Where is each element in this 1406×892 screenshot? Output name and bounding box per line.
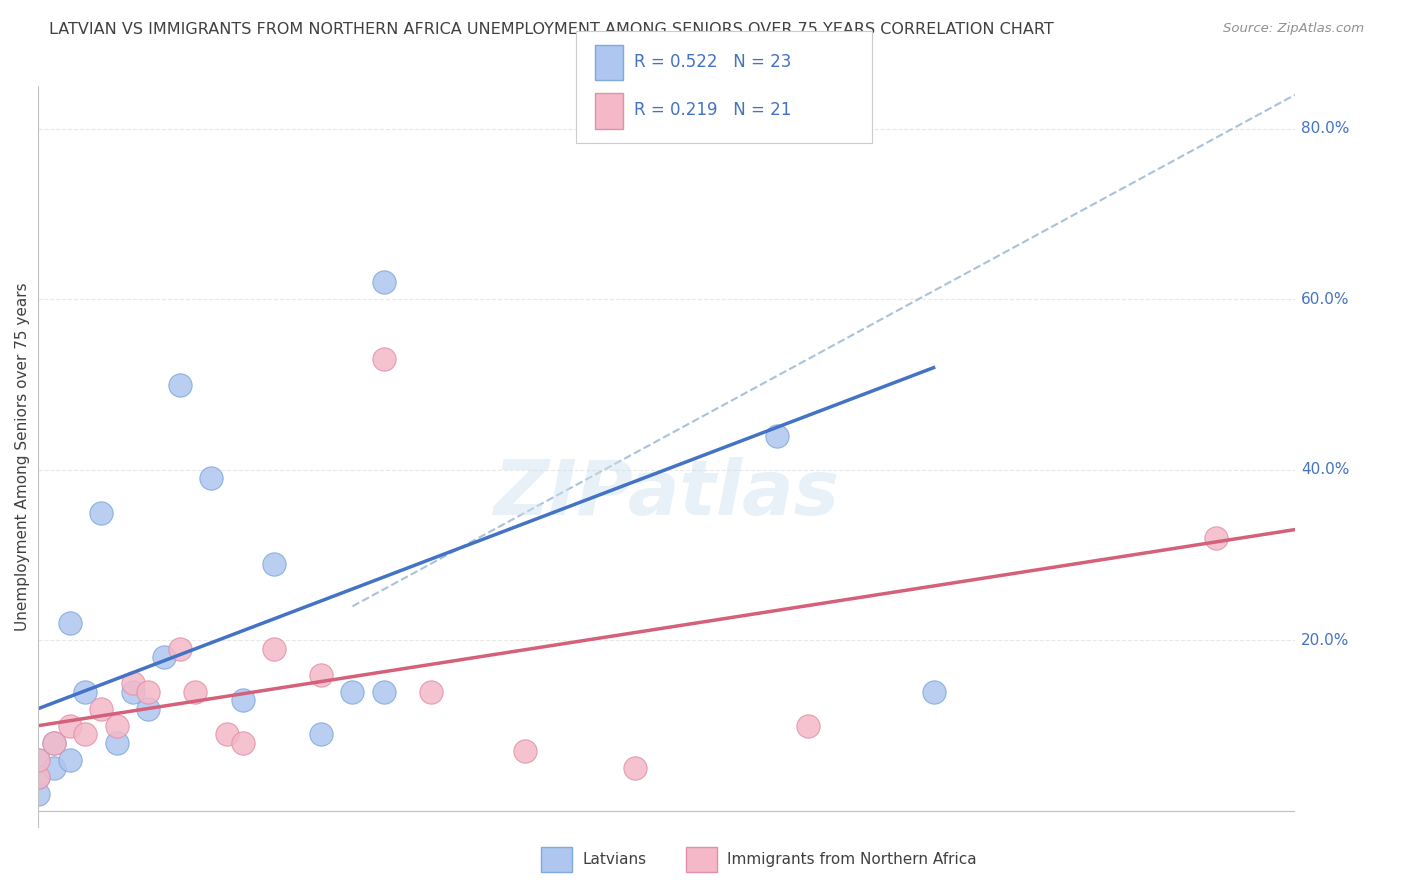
Point xyxy=(153,650,176,665)
Point xyxy=(121,676,143,690)
Y-axis label: Unemployment Among Seniors over 75 years: Unemployment Among Seniors over 75 years xyxy=(15,283,30,632)
Text: 60.0%: 60.0% xyxy=(1301,292,1350,307)
Point xyxy=(75,727,97,741)
Point xyxy=(309,727,332,741)
Point xyxy=(27,770,49,784)
Point xyxy=(624,761,647,775)
Point xyxy=(136,701,159,715)
Point xyxy=(1205,531,1227,545)
Text: R = 0.219   N = 21: R = 0.219 N = 21 xyxy=(634,101,792,119)
Text: R = 0.522   N = 23: R = 0.522 N = 23 xyxy=(634,53,792,70)
Text: 40.0%: 40.0% xyxy=(1301,462,1350,477)
Point xyxy=(309,667,332,681)
Point xyxy=(263,557,285,571)
Text: LATVIAN VS IMMIGRANTS FROM NORTHERN AFRICA UNEMPLOYMENT AMONG SENIORS OVER 75 YE: LATVIAN VS IMMIGRANTS FROM NORTHERN AFRI… xyxy=(49,22,1054,37)
Point xyxy=(121,684,143,698)
Point xyxy=(215,727,238,741)
Point xyxy=(59,719,82,733)
Point xyxy=(136,684,159,698)
Point xyxy=(75,684,97,698)
Point xyxy=(169,377,191,392)
Text: 80.0%: 80.0% xyxy=(1301,121,1350,136)
Point xyxy=(184,684,207,698)
Point xyxy=(59,753,82,767)
Point xyxy=(373,276,395,290)
Point xyxy=(42,761,65,775)
Point xyxy=(27,770,49,784)
Point xyxy=(797,719,820,733)
Point xyxy=(342,684,364,698)
Point xyxy=(90,506,112,520)
Point xyxy=(373,684,395,698)
Point xyxy=(515,744,537,758)
Point xyxy=(42,736,65,750)
Point xyxy=(420,684,443,698)
Text: 20.0%: 20.0% xyxy=(1301,633,1350,648)
Point xyxy=(105,719,128,733)
Point xyxy=(765,429,787,443)
Point xyxy=(105,736,128,750)
Point xyxy=(263,642,285,657)
Point xyxy=(59,616,82,631)
Point xyxy=(922,684,945,698)
Text: Source: ZipAtlas.com: Source: ZipAtlas.com xyxy=(1223,22,1364,36)
Point xyxy=(27,753,49,767)
Point xyxy=(200,471,222,485)
Point xyxy=(169,642,191,657)
Point xyxy=(42,736,65,750)
Point xyxy=(27,787,49,801)
Point xyxy=(231,693,253,707)
Text: Immigrants from Northern Africa: Immigrants from Northern Africa xyxy=(727,853,977,867)
Text: Latvians: Latvians xyxy=(582,853,647,867)
Point xyxy=(231,736,253,750)
Point xyxy=(90,701,112,715)
Point xyxy=(27,753,49,767)
Text: ZIPatlas: ZIPatlas xyxy=(494,458,839,532)
Point xyxy=(373,352,395,367)
